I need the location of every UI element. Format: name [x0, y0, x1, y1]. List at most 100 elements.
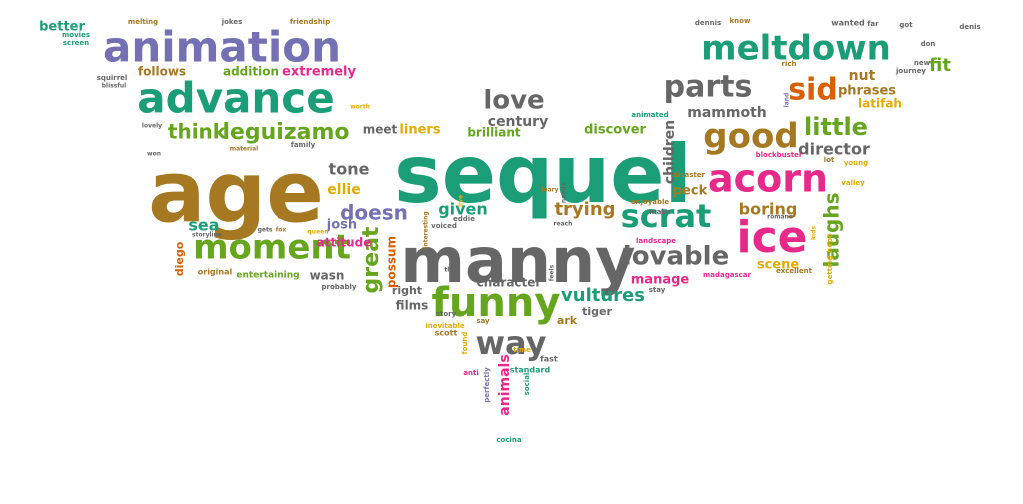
word-friendship: friendship [290, 18, 330, 26]
word-wanted: wanted [831, 19, 865, 28]
word-family: family [291, 141, 316, 149]
word-right: right [392, 284, 422, 297]
word-cocina: cocina [496, 436, 521, 444]
word-ice: ice [736, 212, 807, 263]
word-animals: animals [497, 354, 513, 415]
word-advance: advance [137, 74, 334, 123]
word-screen: screen [63, 39, 89, 47]
word-probably: probably [322, 283, 357, 291]
word-disaster: disaster [673, 171, 706, 179]
word-enjoyable: enjoyable [631, 198, 670, 206]
word-original: original [198, 268, 233, 277]
word-ark: ark [557, 314, 578, 327]
word-latifah: latifah [858, 97, 902, 111]
word-addition: addition [223, 65, 279, 79]
word-hope: hope [826, 233, 834, 253]
word-storyline: storyline [192, 232, 222, 239]
word-age: age [148, 143, 324, 242]
word-sea: sea [188, 216, 219, 235]
word-rich: rich [782, 60, 797, 68]
word-landscape: landscape [636, 237, 676, 245]
word-perfectly: perfectly [483, 367, 491, 403]
word-tone: tone [329, 160, 370, 179]
word-feels: feels [549, 264, 556, 281]
word-social: social [523, 373, 531, 396]
word-sid: sid [788, 73, 838, 108]
word-scott: scott [435, 329, 458, 338]
word-say: say [476, 317, 490, 325]
word-needs: needs [561, 182, 568, 203]
word-think: think [168, 120, 227, 144]
word-animation: animation [103, 23, 341, 72]
word-new: new [914, 59, 931, 67]
word-acorn: acorn [708, 157, 828, 201]
word-brilliant: brilliant [467, 126, 521, 140]
word-leary: leary [541, 187, 558, 194]
word-century: century [488, 114, 548, 130]
word-queen: queen [308, 229, 329, 236]
word-tiger: tiger [582, 305, 612, 318]
word-manage: manage [631, 273, 690, 288]
word-doesn: doesn [340, 201, 408, 225]
word-don: don [921, 40, 936, 48]
word-vultures: vultures [561, 285, 645, 306]
word-wasn: wasn [310, 269, 345, 283]
word-director: director [798, 140, 870, 159]
word-fox: fox [276, 227, 287, 234]
word-make: make [649, 208, 670, 216]
word-funny: funny [432, 280, 561, 326]
word-meet: meet [363, 123, 398, 137]
word-animated: animated [631, 111, 668, 119]
word-th: th [444, 267, 451, 274]
word-romano: romano [767, 214, 793, 221]
word-moment: moment [193, 228, 351, 268]
word-eddie: eddie [453, 215, 475, 223]
word-meltdown: meltdown [701, 29, 891, 69]
word-nut: nut [849, 68, 876, 84]
word-gets: gets [258, 227, 273, 234]
word-trying: trying [554, 199, 615, 220]
word-inevitable: inevitable [425, 322, 465, 330]
word-phrases: phrases [838, 84, 896, 99]
word-ellie: ellie [327, 182, 360, 198]
word-liners: liners [399, 123, 440, 138]
word-gang: gang [277, 211, 297, 219]
word-leguizamo: leguizamo [222, 120, 349, 145]
word-sequel: sequel [394, 128, 692, 221]
word-madagascar: madagascar [703, 271, 752, 279]
word-jokes: jokes [221, 18, 243, 26]
word-films: films [396, 299, 429, 313]
word-boring: boring [739, 200, 798, 219]
word-valley: valley [841, 179, 865, 187]
word-fit: fit [929, 55, 951, 76]
word-laughs: laughs [820, 192, 844, 267]
word-interesting: interesting [423, 211, 430, 248]
word-excellent: excellent [776, 267, 813, 275]
word-voiced: voiced [431, 222, 457, 230]
word-standard: standard [510, 366, 551, 375]
word-love: love [483, 86, 544, 116]
word-live: live [458, 195, 465, 207]
word-won: won [147, 151, 161, 158]
word-lot: lot [824, 156, 835, 164]
word-material: material [230, 146, 258, 153]
word-attitude: attitude [317, 236, 372, 250]
word-dennis: dennis [695, 19, 721, 27]
word-given: given [438, 200, 488, 219]
word-movies: movies [62, 31, 90, 39]
word-good: good [703, 117, 798, 157]
word-josh: josh [326, 218, 357, 233]
word-journey: journey [895, 67, 926, 75]
word-better: better [39, 20, 85, 35]
word-lovable: lovable [623, 242, 729, 272]
word-blockbuster: blockbuster [756, 151, 803, 159]
word-character: character [477, 276, 542, 290]
word-time: time [513, 346, 531, 354]
word-peck: peck [673, 184, 708, 199]
word-young: young [844, 159, 868, 167]
word-little: little [804, 113, 868, 141]
word-kids: kids [811, 226, 818, 240]
word-blissful: blissful [102, 83, 127, 90]
word-melting: melting [128, 18, 158, 26]
